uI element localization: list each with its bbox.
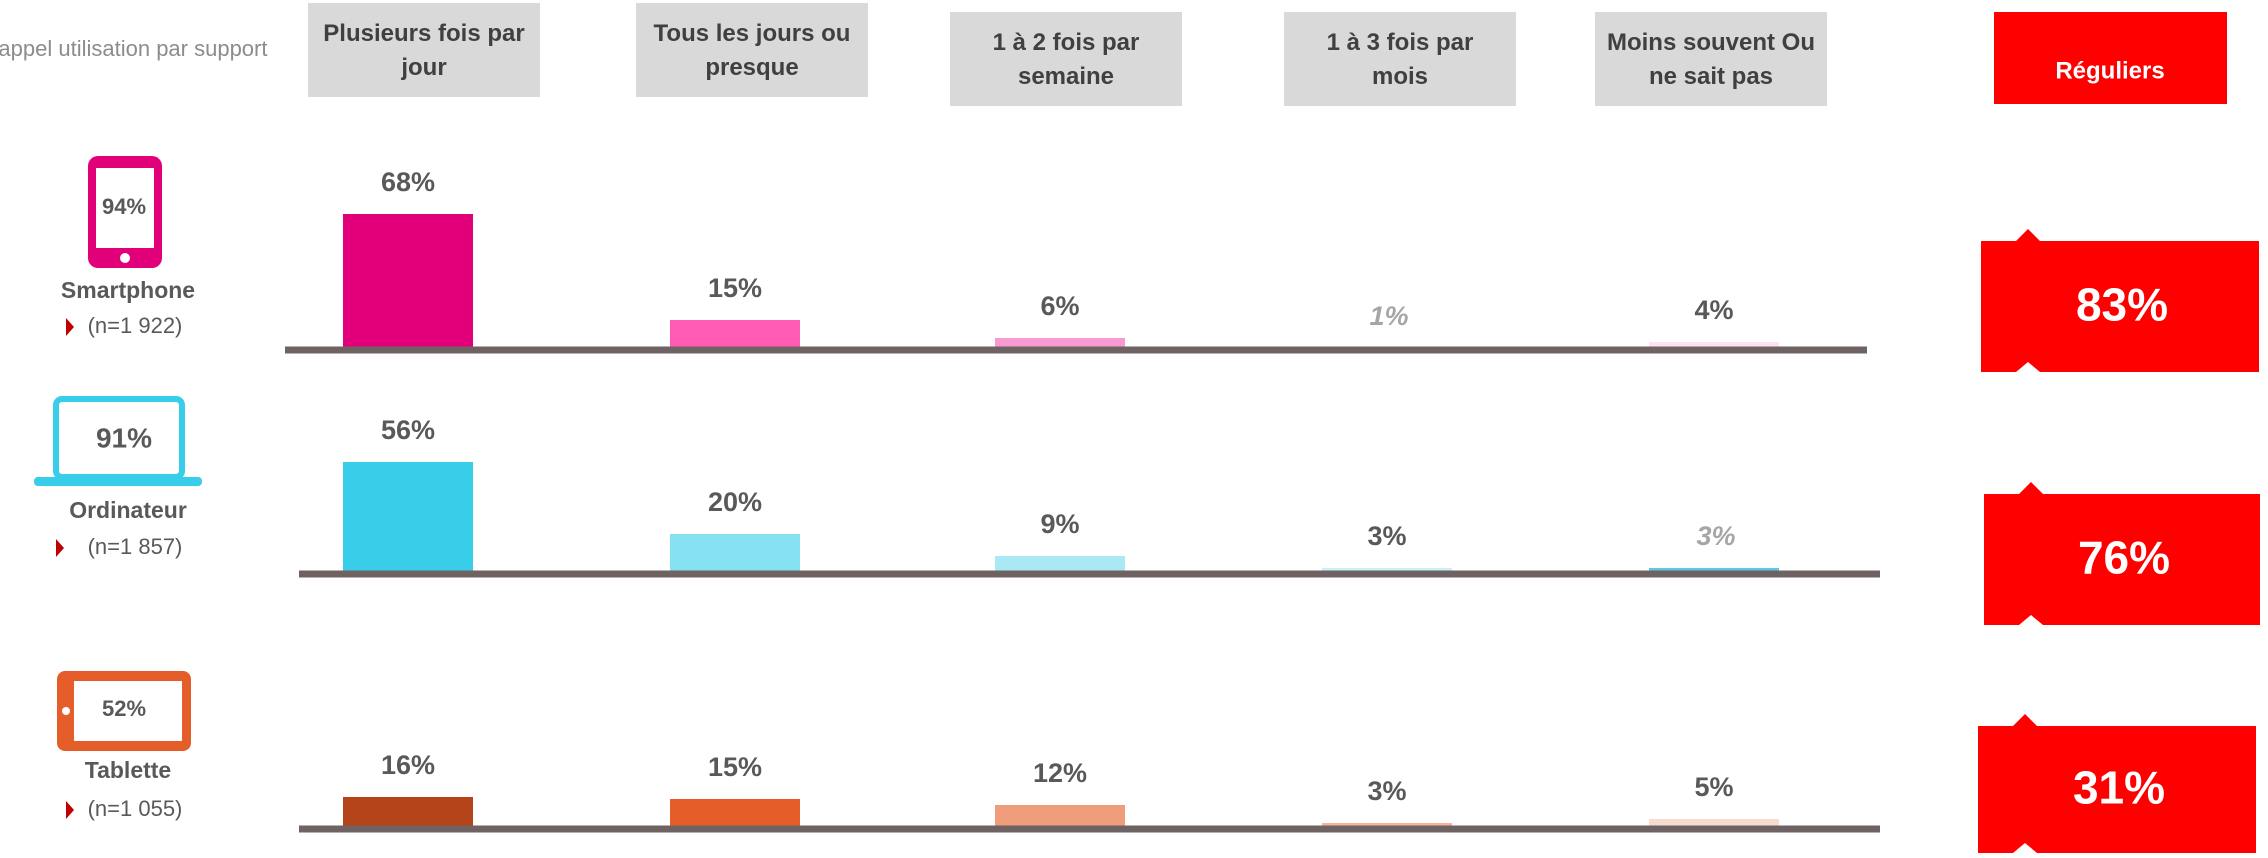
value-label: 68%	[381, 167, 435, 197]
regular-notch	[2013, 714, 2037, 726]
summary-label: Réguliers	[2055, 57, 2164, 84]
regular-box	[1978, 726, 2256, 853]
bar	[343, 214, 473, 350]
value-label: 6%	[1040, 291, 1079, 321]
device-name: Ordinateur	[69, 497, 187, 523]
column-header: 1 à 2 fois par semaine	[993, 29, 1140, 90]
regular-notch	[2019, 482, 2043, 494]
value-label: 3%	[1696, 521, 1735, 551]
column-header: Plusieurs fois par jour	[323, 20, 524, 81]
sample-size: (n=1 922)	[88, 313, 183, 338]
device-share: 91%	[96, 422, 152, 453]
device-name: Tablette	[85, 757, 171, 783]
bar	[670, 320, 800, 350]
regular-value: 76%	[2078, 532, 2170, 584]
value-label: 16%	[381, 750, 435, 780]
regular-notch	[2019, 615, 2043, 625]
bar	[343, 462, 473, 574]
column-header-box	[1284, 12, 1516, 106]
column-header: Moins souvent Ou ne sait pas	[1607, 29, 1815, 90]
sample-size: (n=1 857)	[88, 534, 183, 559]
column-header: 1 à 3 fois par mois	[1327, 29, 1474, 90]
regular-value: 83%	[2076, 279, 2168, 331]
device-share: 52%	[102, 696, 146, 721]
icon-button	[62, 707, 70, 715]
bar	[1649, 819, 1779, 829]
bullet-marker	[56, 539, 64, 557]
icon-screen	[74, 681, 182, 741]
value-label: 56%	[381, 415, 435, 445]
bar	[1649, 342, 1779, 350]
bullet-marker	[66, 318, 74, 336]
regular-box	[1981, 241, 2259, 372]
bar	[670, 534, 800, 574]
bar	[343, 797, 473, 829]
bar	[995, 805, 1125, 829]
column-header-box	[308, 3, 540, 97]
value-label: 15%	[708, 752, 762, 782]
row-label: Rappel utilisation par support	[0, 36, 267, 61]
laptop-base	[34, 477, 202, 486]
regular-box	[1984, 494, 2260, 625]
regular-notch	[2016, 362, 2040, 372]
regular-value: 31%	[2073, 762, 2165, 814]
value-label: 20%	[708, 487, 762, 517]
bar	[995, 556, 1125, 574]
value-label: 4%	[1694, 295, 1733, 325]
value-label: 15%	[708, 273, 762, 303]
bar	[670, 799, 800, 829]
device-share: 94%	[102, 194, 146, 219]
value-label: 9%	[1040, 509, 1079, 539]
value-label: 3%	[1367, 521, 1406, 551]
summary-header	[1994, 12, 2227, 104]
column-header-box	[1595, 12, 1827, 106]
value-label: 3%	[1367, 776, 1406, 806]
value-label: 5%	[1694, 772, 1733, 802]
column-header-box	[950, 12, 1182, 106]
column-header-box	[636, 3, 868, 97]
value-label: 1%	[1369, 301, 1408, 331]
bullet-marker	[66, 801, 74, 819]
icon-button	[120, 253, 130, 263]
device-name: Smartphone	[61, 277, 195, 303]
icon-screen	[96, 168, 154, 248]
value-label: 12%	[1033, 758, 1087, 788]
column-header: Tous les jours ou presque	[654, 20, 851, 81]
sample-size: (n=1 055)	[88, 796, 183, 821]
regular-notch	[2016, 229, 2040, 241]
regular-notch	[2013, 843, 2037, 853]
